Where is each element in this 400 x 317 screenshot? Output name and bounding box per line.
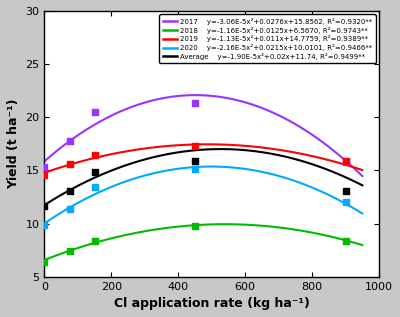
- Point: [66, 188, 73, 193]
- Point: [192, 167, 198, 172]
- Point: [192, 223, 198, 228]
- Point: [41, 259, 48, 264]
- Point: [66, 138, 73, 143]
- Point: [342, 159, 349, 165]
- Point: [192, 143, 198, 148]
- Point: [92, 170, 98, 175]
- Point: [342, 200, 349, 205]
- Point: [342, 238, 349, 243]
- Point: [41, 222, 48, 227]
- Legend: 2017    y=-3.06E-5x²+0.0276x+15.8562, R²=0.9320**, 2018    y=-1.16E-5x²+0.0125x+: 2017 y=-3.06E-5x²+0.0276x+15.8562, R²=0.…: [159, 14, 376, 63]
- Point: [66, 206, 73, 211]
- X-axis label: Cl application rate (kg ha⁻¹): Cl application rate (kg ha⁻¹): [114, 297, 310, 310]
- Point: [92, 185, 98, 190]
- Point: [92, 238, 98, 243]
- Point: [342, 158, 349, 163]
- Point: [66, 249, 73, 254]
- Point: [192, 158, 198, 163]
- Point: [342, 188, 349, 193]
- Point: [192, 101, 198, 106]
- Point: [92, 109, 98, 114]
- Point: [41, 172, 48, 177]
- Point: [41, 204, 48, 209]
- Point: [92, 153, 98, 158]
- Point: [41, 165, 48, 170]
- Y-axis label: Yield (t ha⁻¹): Yield (t ha⁻¹): [7, 99, 20, 189]
- Point: [66, 161, 73, 166]
